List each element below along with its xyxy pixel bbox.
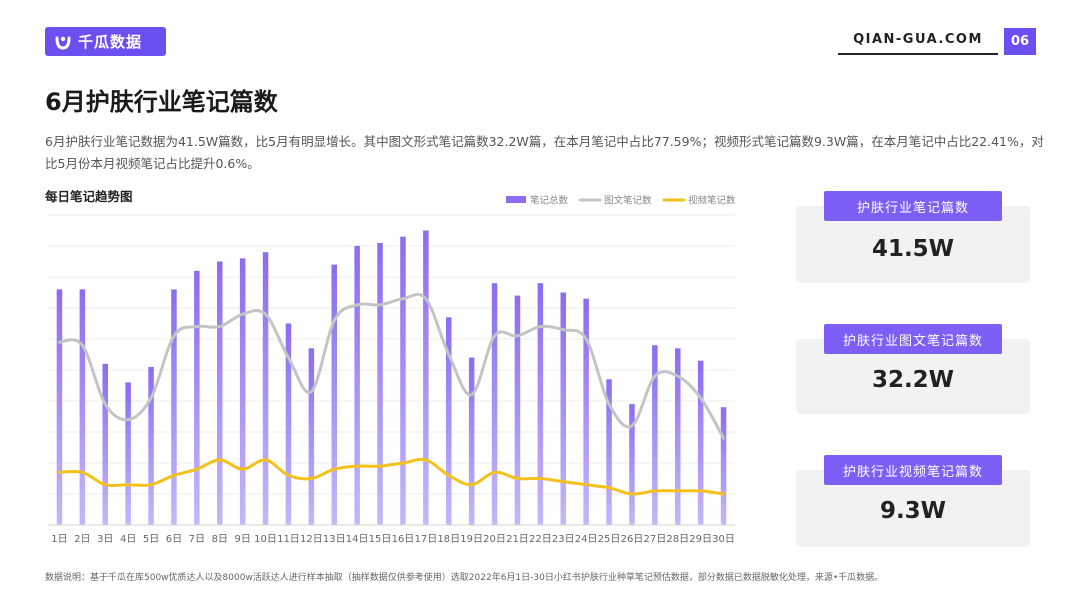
page-title: 6月护肤行业笔记篇数 [45, 88, 278, 116]
legend-video-notes-label: 视频笔记数 [688, 195, 736, 207]
bar-17 [423, 230, 429, 525]
site-url: QIAN-GUA.COM [853, 32, 983, 47]
x-tick-label: 8日 [212, 534, 228, 545]
x-tick-label: 16日 [392, 534, 415, 545]
legend-total-notes-swatch [506, 196, 526, 203]
site-underline [838, 53, 998, 55]
brand-logo: 千瓜数据 [45, 27, 166, 56]
x-tick-label: 18日 [437, 534, 460, 545]
x-tick-label: 20日 [483, 534, 506, 545]
daily-notes-trend-chart: 1日 2日 3日 4日 5日 6日 7日 8日 9日 10日 11日 12日 13日 14日 15日 16日 1… [48, 195, 736, 545]
bar-18 [446, 317, 452, 525]
x-tick-label: 13日 [323, 534, 346, 545]
bar-10 [262, 252, 269, 525]
x-tick-label: 3日 [97, 534, 113, 545]
bar-9 [239, 258, 246, 525]
bar-4 [125, 382, 131, 525]
x-tick-label: 26日 [621, 534, 644, 545]
bar-20 [491, 283, 498, 525]
x-tick-label: 1日 [51, 534, 67, 545]
bar-13 [331, 264, 337, 525]
bar-19 [468, 357, 475, 525]
bar-15 [377, 242, 383, 525]
card-total-notes-label: 护肤行业笔记篇数 [824, 191, 1002, 221]
page-number-badge: 06 [1004, 28, 1036, 55]
bar-22 [537, 283, 544, 525]
x-tick-label: 28日 [666, 534, 689, 545]
x-tick-label: 25日 [598, 534, 621, 545]
x-tick-label: 27日 [643, 534, 666, 545]
x-tick-label: 2日 [74, 534, 90, 545]
x-tick-label: 29日 [689, 534, 712, 545]
x-tick-label: 14日 [346, 534, 369, 545]
bar-14 [354, 246, 360, 525]
bar-8 [217, 261, 223, 525]
x-tick-label: 19日 [460, 534, 483, 545]
x-tick-label: 22日 [529, 534, 552, 545]
legend-image-text-notes-label: 图文笔记数 [604, 195, 652, 207]
bar-11 [285, 323, 292, 525]
card-video-notes-value: 9.3W [879, 498, 947, 524]
card-image-text-notes: 护肤行业图文笔记篇数 32.2W [796, 324, 1030, 414]
x-tick-label: 7日 [189, 534, 205, 545]
x-tick-label: 12日 [300, 534, 323, 545]
brand-logo-icon [55, 36, 71, 50]
bar-30 [720, 407, 727, 525]
data-footnote: 数据说明：基于千瓜在库500w优质达人以及8000w活跃达人进行样本抽取（抽样数… [45, 573, 884, 583]
bar-29 [697, 360, 704, 525]
legend-total-notes-label: 笔记总数 [530, 195, 569, 207]
bar-28 [675, 348, 681, 525]
image-text-notes-line [57, 292, 726, 440]
card-total-notes-value: 41.5W [871, 236, 955, 262]
x-tick-label: 4日 [120, 534, 136, 545]
chart-title: 每日笔记趋势图 [45, 189, 133, 204]
page-description: 6月护肤行业笔记数据为41.5W篇数，比5月有明显增长。其中图文形式笔记篇数32… [45, 134, 1044, 171]
x-tick-label: 10日 [254, 534, 277, 545]
x-tick-label: 9日 [234, 534, 250, 545]
bar-23 [560, 292, 566, 525]
x-tick-label: 15日 [369, 534, 392, 545]
bar-27 [652, 345, 658, 525]
x-tick-label: 21日 [506, 534, 529, 545]
x-tick-label: 17日 [414, 534, 437, 545]
x-tick-label: 30日 [712, 534, 735, 545]
bar-21 [514, 295, 521, 525]
bar-6 [171, 289, 177, 525]
bar-26 [629, 404, 635, 525]
x-tick-label: 6日 [166, 534, 182, 545]
bar-16 [400, 236, 406, 525]
bar-2 [79, 289, 86, 525]
x-tick-label: 5日 [143, 534, 159, 545]
bar-25 [606, 379, 612, 525]
card-image-text-notes-value: 32.2W [871, 367, 955, 393]
card-video-notes: 护肤行业视频笔记篇数 9.3W [796, 455, 1030, 547]
bar-5 [148, 366, 154, 525]
video-notes-line [57, 457, 726, 496]
bar-3 [102, 363, 108, 525]
bar-12 [308, 348, 315, 525]
card-image-text-notes-label: 护肤行业图文笔记篇数 [824, 324, 1002, 354]
card-video-notes-label: 护肤行业视频笔记篇数 [824, 455, 1002, 485]
x-tick-label: 24日 [575, 534, 598, 545]
brand-logo-text: 千瓜数据 [78, 33, 143, 51]
bar-1 [56, 289, 63, 525]
x-tick-label: 11日 [277, 534, 300, 545]
card-total-notes: 护肤行业笔记篇数 41.5W [796, 191, 1030, 283]
bar-7 [194, 270, 200, 525]
x-tick-label: 23日 [552, 534, 575, 545]
bar-24 [583, 298, 589, 525]
